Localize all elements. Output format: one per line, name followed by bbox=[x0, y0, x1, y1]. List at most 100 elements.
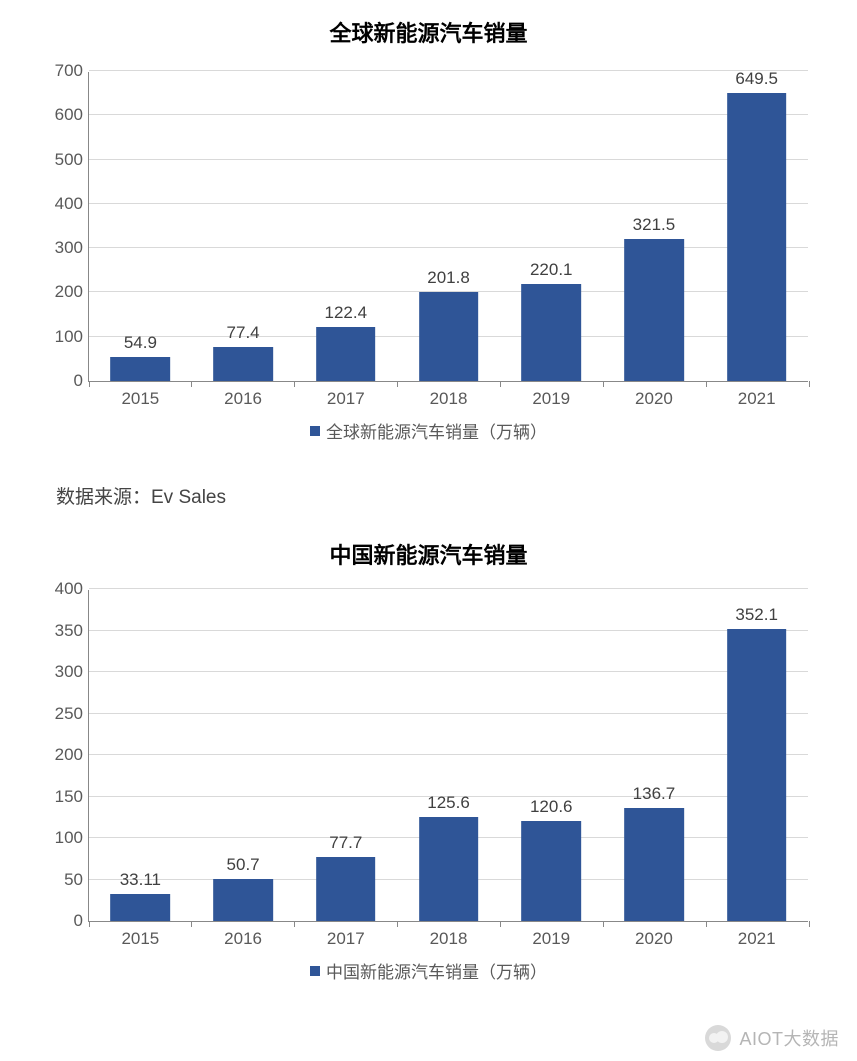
chart2-xtick-mark bbox=[706, 921, 707, 927]
chart1-bars: 54.9201577.42016122.42017201.82018220.12… bbox=[89, 72, 808, 381]
chart1-bar-value-label: 321.5 bbox=[633, 215, 676, 239]
chart2-ytick-label: 300 bbox=[55, 662, 89, 682]
chart2-bar-slot: 352.12021 bbox=[705, 590, 808, 921]
chart2-bar-slot: 77.72017 bbox=[294, 590, 397, 921]
chart2-title: 中国新能源汽车销量 bbox=[0, 534, 857, 570]
chart1-bar-slot: 201.82018 bbox=[397, 72, 500, 381]
wechat-icon bbox=[705, 1025, 731, 1051]
chart2-ytick-label: 250 bbox=[55, 704, 89, 724]
chart2-bar: 50.7 bbox=[213, 879, 273, 921]
chart1-xtick-label: 2017 bbox=[327, 381, 365, 409]
chart2-bar-value-label: 50.7 bbox=[227, 855, 260, 879]
chart2-gridline bbox=[89, 588, 808, 589]
chart1-bar-slot: 77.42016 bbox=[192, 72, 295, 381]
chart1-bar: 649.5 bbox=[727, 93, 787, 381]
chart2-xtick-label: 2017 bbox=[327, 921, 365, 949]
chart2-ytick-label: 50 bbox=[64, 870, 89, 890]
chart1-legend-label: 全球新能源汽车销量（万辆） bbox=[326, 418, 547, 443]
chart1-ytick-label: 100 bbox=[55, 327, 89, 347]
chart1-bar-slot: 220.12019 bbox=[500, 72, 603, 381]
chart2-ytick-label: 150 bbox=[55, 787, 89, 807]
watermark: AIOT大数据 bbox=[705, 1025, 839, 1051]
chart2-bar-slot: 33.112015 bbox=[89, 590, 192, 921]
chart2-ytick-label: 400 bbox=[55, 579, 89, 599]
chart1-xtick-label: 2021 bbox=[738, 381, 776, 409]
chart2-bar-value-label: 136.7 bbox=[633, 784, 676, 808]
chart2-ytick-label: 350 bbox=[55, 621, 89, 641]
chart1-bar: 77.4 bbox=[213, 347, 273, 381]
chart1-bar-slot: 54.92015 bbox=[89, 72, 192, 381]
chart1-xtick-mark bbox=[706, 381, 707, 387]
chart2-xtick-label: 2019 bbox=[532, 921, 570, 949]
chart2-bar: 33.11 bbox=[111, 894, 171, 921]
chart1-bar-slot: 122.42017 bbox=[294, 72, 397, 381]
chart1-ytick-label: 200 bbox=[55, 282, 89, 302]
chart1-bar-value-label: 122.4 bbox=[325, 303, 368, 327]
chart1-plot-area: 0100200300400500600700 54.9201577.420161… bbox=[88, 72, 808, 382]
chart1-xtick-mark bbox=[500, 381, 501, 387]
chart2-xtick-mark bbox=[809, 921, 810, 927]
chart1-bar-slot: 649.52021 bbox=[705, 72, 808, 381]
chart1-xtick-label: 2015 bbox=[121, 381, 159, 409]
chart2-xtick-mark bbox=[191, 921, 192, 927]
chart2-legend-swatch bbox=[310, 966, 320, 976]
chart1-bar: 321.5 bbox=[624, 239, 684, 381]
chart2-bar: 352.1 bbox=[727, 629, 787, 921]
chart1-bar-value-label: 54.9 bbox=[124, 333, 157, 357]
chart1-ytick-label: 500 bbox=[55, 150, 89, 170]
data-source-text: 数据来源：Ev Sales bbox=[56, 482, 226, 509]
chart2-bar: 120.6 bbox=[521, 821, 581, 921]
china-nev-sales-chart: 中国新能源汽车销量 0 50 100 150 200 250 300 350 400 33.11… bbox=[0, 534, 857, 1004]
chart2-bar-slot: 120.62019 bbox=[500, 590, 603, 921]
chart1-xtick-mark bbox=[397, 381, 398, 387]
chart1-xtick-mark bbox=[294, 381, 295, 387]
chart2-xtick-mark bbox=[397, 921, 398, 927]
chart2-plot-area: 050100150200250300350400 33.11201550.720… bbox=[88, 590, 808, 922]
chart2-bar: 77.7 bbox=[316, 857, 376, 921]
chart1-xtick-mark bbox=[603, 381, 604, 387]
chart2-bar-slot: 136.72020 bbox=[603, 590, 706, 921]
chart1-xtick-mark bbox=[809, 381, 810, 387]
global-nev-sales-chart: 全球新能源汽车销量 0100200300400500600700 54.9201… bbox=[0, 10, 857, 450]
chart2-xtick-label: 2021 bbox=[738, 921, 776, 949]
chart2-xtick-mark bbox=[89, 921, 90, 927]
chart1-bar-value-label: 220.1 bbox=[530, 260, 573, 284]
chart2-xtick-mark bbox=[294, 921, 295, 927]
chart1-bar: 122.4 bbox=[316, 327, 376, 381]
chart2-ytick-label: 200 bbox=[55, 745, 89, 765]
chart2-legend-label: 中国新能源汽车销量（万辆） bbox=[326, 958, 547, 983]
chart1-gridline bbox=[89, 70, 808, 71]
chart2-legend: 中国新能源汽车销量（万辆） bbox=[0, 958, 857, 983]
chart2-bar: 125.6 bbox=[419, 817, 479, 921]
chart2-ytick-label: 100 bbox=[55, 828, 89, 848]
chart2-xtick-label: 2015 bbox=[121, 921, 159, 949]
chart1-bar-value-label: 201.8 bbox=[427, 268, 470, 292]
chart2-bar-slot: 125.62018 bbox=[397, 590, 500, 921]
chart2-xtick-label: 2016 bbox=[224, 921, 262, 949]
chart1-legend: 全球新能源汽车销量（万辆） bbox=[0, 418, 857, 443]
chart1-ytick-label: 700 bbox=[55, 61, 89, 81]
chart2-bar: 136.7 bbox=[624, 808, 684, 921]
chart2-bar-value-label: 33.11 bbox=[120, 870, 161, 894]
chart2-bar-value-label: 77.7 bbox=[329, 833, 362, 857]
chart1-bar-value-label: 649.5 bbox=[735, 69, 778, 93]
chart1-xtick-label: 2018 bbox=[430, 381, 468, 409]
chart1-bar: 220.1 bbox=[521, 284, 581, 381]
chart1-xtick-label: 2020 bbox=[635, 381, 673, 409]
chart1-xtick-mark bbox=[191, 381, 192, 387]
chart2-bar-slot: 50.72016 bbox=[192, 590, 295, 921]
chart2-xtick-label: 2020 bbox=[635, 921, 673, 949]
chart2-xtick-mark bbox=[500, 921, 501, 927]
chart1-ytick-label: 400 bbox=[55, 194, 89, 214]
chart1-bar-value-label: 77.4 bbox=[227, 323, 260, 347]
chart1-ytick-label: 600 bbox=[55, 105, 89, 125]
chart2-xtick-mark bbox=[603, 921, 604, 927]
chart1-xtick-label: 2016 bbox=[224, 381, 262, 409]
chart1-bar-slot: 321.52020 bbox=[603, 72, 706, 381]
chart1-xtick-label: 2019 bbox=[532, 381, 570, 409]
chart1-legend-swatch bbox=[310, 426, 320, 436]
chart2-bar-value-label: 352.1 bbox=[735, 605, 778, 629]
chart1-bar: 54.9 bbox=[111, 357, 171, 381]
chart2-ytick-label: 0 bbox=[74, 911, 89, 931]
chart1-title: 全球新能源汽车销量 bbox=[0, 10, 857, 48]
